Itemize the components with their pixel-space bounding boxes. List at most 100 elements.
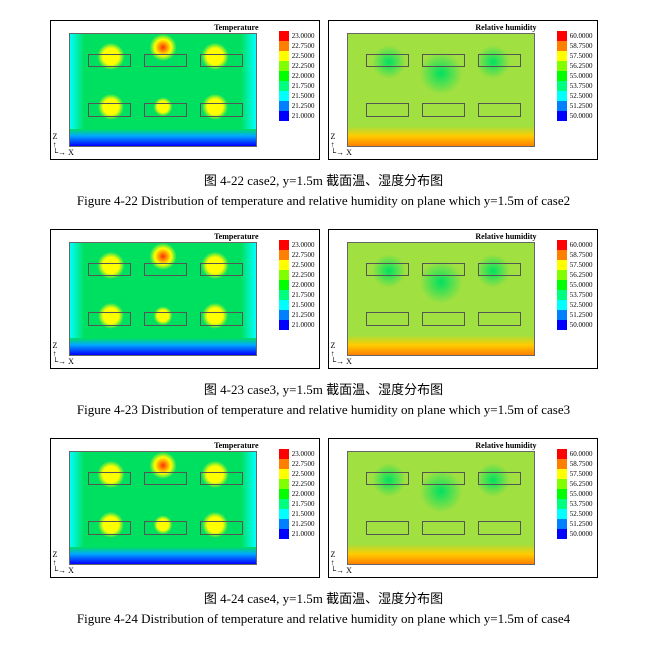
figure-block: Temperature23.000022.750022.500022.25002… — [20, 438, 627, 627]
legend-swatch — [557, 519, 567, 529]
legend-value: 21.5000 — [292, 93, 315, 100]
legend-swatch — [557, 469, 567, 479]
desk-outline — [366, 103, 409, 116]
desk-outline — [422, 103, 465, 116]
legend-swatch — [557, 31, 567, 41]
desk-outline — [422, 312, 465, 325]
figure-pair: Temperature23.000022.750022.500022.25002… — [20, 20, 627, 160]
legend-swatch — [557, 111, 567, 121]
legend-swatch — [557, 240, 567, 250]
legend-row: 22.7500 — [279, 250, 315, 260]
legend-swatch — [557, 81, 567, 91]
legend-row: 21.5000 — [279, 91, 315, 101]
legend-swatch — [557, 101, 567, 111]
legend-value: 52.5000 — [570, 93, 593, 100]
legend-value: 21.0000 — [292, 113, 315, 120]
humidity-contour — [347, 451, 535, 565]
caption-cn: 图 4-24 case4, y=1.5m 截面温、湿度分布图 — [20, 588, 627, 607]
legend-row: 55.0000 — [557, 489, 593, 499]
legend-value: 55.0000 — [570, 282, 593, 289]
caption-cn: 图 4-22 case2, y=1.5m 截面温、湿度分布图 — [20, 170, 627, 189]
desk-outline — [200, 54, 243, 67]
legend-swatch — [279, 250, 289, 260]
axis-indicator: Z↑└→ X — [53, 133, 74, 157]
legend-row: 51.2500 — [557, 310, 593, 320]
legend-value: 57.5000 — [570, 53, 593, 60]
legend-swatch — [557, 260, 567, 270]
legend-value: 23.0000 — [292, 33, 315, 40]
legend-swatch — [279, 300, 289, 310]
legend-swatch — [557, 479, 567, 489]
legend-value: 60.0000 — [570, 242, 593, 249]
legend-row: 22.0000 — [279, 71, 315, 81]
desk-outline — [200, 472, 243, 485]
desk-outline — [144, 54, 187, 67]
figure-block: Temperature23.000022.750022.500022.25002… — [20, 20, 627, 209]
legend-row: 21.2500 — [279, 519, 315, 529]
legend-value: 23.0000 — [292, 242, 315, 249]
axis-indicator: Z↑└→ X — [53, 551, 74, 575]
legend-swatch — [279, 270, 289, 280]
axis-indicator: Z↑└→ X — [331, 342, 352, 366]
desk-outline — [200, 103, 243, 116]
temperature-contour — [69, 242, 257, 356]
desk-outline — [200, 521, 243, 534]
legend-value: 56.2500 — [570, 481, 593, 488]
figure-pair: Temperature23.000022.750022.500022.25002… — [20, 438, 627, 578]
axis-indicator: Z↑└→ X — [53, 342, 74, 366]
axis-indicator: Z↑└→ X — [331, 133, 352, 157]
legend-row: 22.5000 — [279, 469, 315, 479]
legend-swatch — [557, 529, 567, 539]
desk-outline — [422, 54, 465, 67]
legend-row: 53.7500 — [557, 499, 593, 509]
humidity-panel: Relative humidity60.000058.750057.500056… — [328, 20, 598, 160]
temperature-panel: Temperature23.000022.750022.500022.25002… — [50, 438, 320, 578]
humidity-panel: Relative humidity60.000058.750057.500056… — [328, 229, 598, 369]
temperature-panel: Temperature23.000022.750022.500022.25002… — [50, 229, 320, 369]
legend-row: 21.5000 — [279, 300, 315, 310]
legend-row: 22.7500 — [279, 459, 315, 469]
legend-row: 23.0000 — [279, 31, 315, 41]
legend-value: 51.2500 — [570, 103, 593, 110]
legend-value: 22.7500 — [292, 461, 315, 468]
legend-value: 21.0000 — [292, 322, 315, 329]
legend-swatch — [557, 509, 567, 519]
legend-swatch — [557, 71, 567, 81]
legend: 60.000058.750057.500056.250055.000053.75… — [557, 240, 593, 330]
legend-value: 56.2500 — [570, 63, 593, 70]
legend-row: 56.2500 — [557, 270, 593, 280]
legend-swatch — [279, 290, 289, 300]
legend-row: 52.5000 — [557, 509, 593, 519]
legend-row: 21.7500 — [279, 290, 315, 300]
legend-value: 22.5000 — [292, 471, 315, 478]
legend-value: 51.2500 — [570, 521, 593, 528]
desk-outline — [88, 472, 131, 485]
legend-swatch — [279, 449, 289, 459]
legend-value: 21.5000 — [292, 511, 315, 518]
legend-row: 22.0000 — [279, 489, 315, 499]
caption-en: Figure 4-23 Distribution of temperature … — [20, 402, 627, 418]
legend-value: 55.0000 — [570, 491, 593, 498]
legend-swatch — [557, 459, 567, 469]
legend-swatch — [557, 310, 567, 320]
legend-swatch — [557, 499, 567, 509]
legend-swatch — [279, 41, 289, 51]
legend-value: 22.5000 — [292, 262, 315, 269]
legend-swatch — [557, 91, 567, 101]
desk-outline — [144, 472, 187, 485]
desk-outline — [422, 472, 465, 485]
desk-outline — [366, 472, 409, 485]
legend-swatch — [279, 61, 289, 71]
legend-swatch — [557, 489, 567, 499]
legend-row: 23.0000 — [279, 240, 315, 250]
legend-row: 21.0000 — [279, 529, 315, 539]
legend-swatch — [279, 91, 289, 101]
desk-outline — [478, 103, 521, 116]
legend-row: 22.2500 — [279, 479, 315, 489]
legend-row: 58.7500 — [557, 41, 593, 51]
legend-value: 23.0000 — [292, 451, 315, 458]
desk-outline — [478, 521, 521, 534]
legend-row: 22.2500 — [279, 270, 315, 280]
legend-swatch — [279, 529, 289, 539]
legend-swatch — [279, 111, 289, 121]
